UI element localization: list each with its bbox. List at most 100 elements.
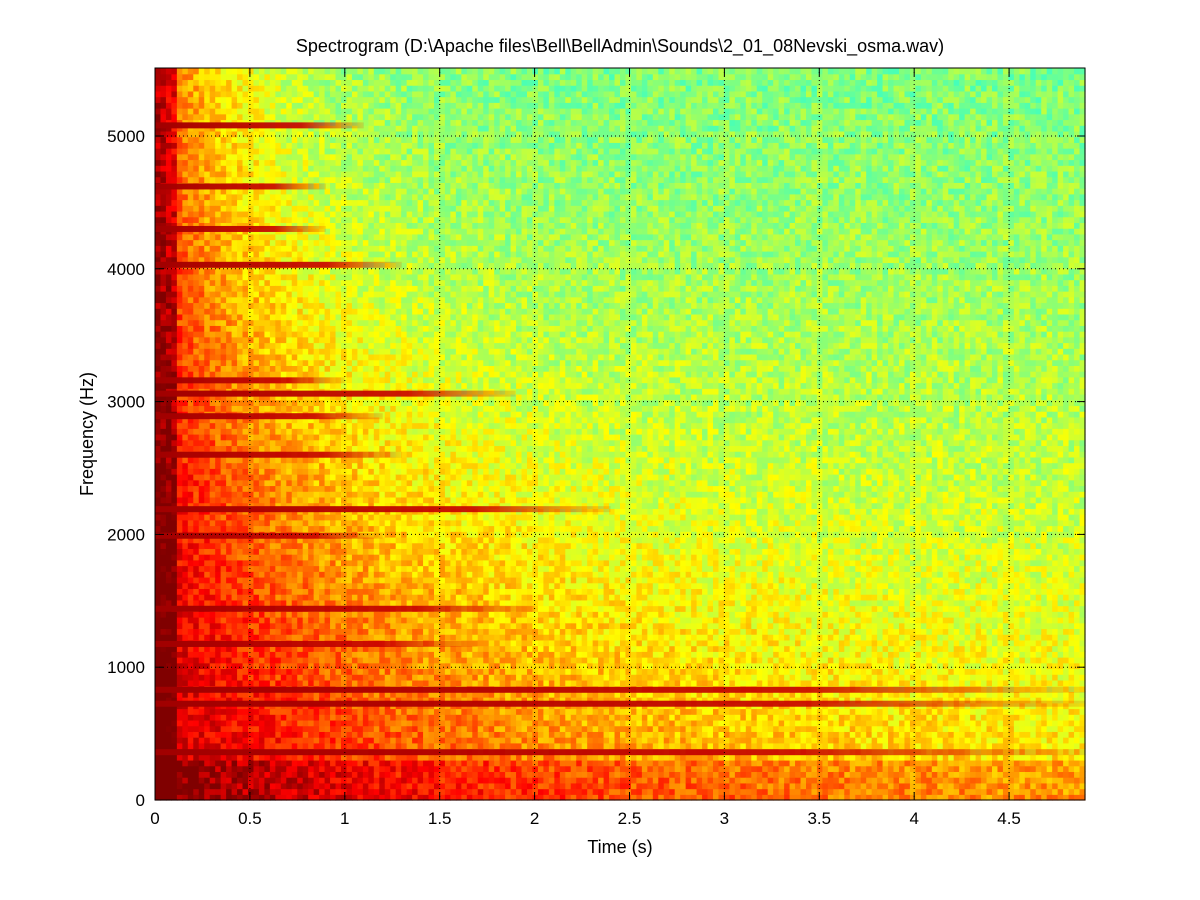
spectrogram-cell — [335, 233, 342, 241]
spectrogram-cell — [237, 485, 244, 492]
spectrogram-cell — [362, 519, 369, 527]
spectrogram-cell — [176, 302, 183, 309]
spectrogram-cell — [209, 371, 216, 378]
spectrogram-cell — [160, 662, 167, 670]
spectrogram-cell — [324, 474, 331, 481]
spectrogram-cell — [231, 554, 238, 561]
spectrogram-cell — [351, 113, 359, 121]
spectrogram-cell — [248, 571, 255, 578]
spectrogram-cell — [264, 668, 271, 675]
spectrogram-cell — [313, 382, 320, 389]
spectrogram-cell — [357, 542, 364, 549]
spectrogram-cell — [357, 142, 364, 149]
spectrogram-cell — [297, 719, 304, 727]
spectrogram-cell — [242, 416, 249, 424]
spectrogram-cell — [319, 719, 326, 727]
spectrogram-cell — [209, 285, 216, 292]
spectrogram-cell — [264, 205, 271, 212]
spectrogram-cell — [155, 256, 162, 264]
spectrogram-cell — [275, 794, 282, 801]
spectrogram-cell — [302, 85, 309, 92]
spectrogram-cell — [351, 714, 359, 721]
spectrogram-cell — [248, 159, 255, 166]
spectrogram-cell — [220, 576, 227, 584]
spectrogram-cell — [182, 554, 189, 561]
spectrogram-cell — [275, 479, 282, 487]
spectrogram-cell — [308, 90, 315, 98]
spectrogram-cell — [313, 428, 320, 435]
spectrogram-cell — [176, 159, 183, 166]
spectrogram-cell — [275, 371, 282, 378]
spectrogram-cell — [231, 731, 238, 738]
spectrogram-cell — [275, 68, 282, 75]
spectrogram-cell — [182, 273, 189, 281]
spectrogram-cell — [171, 130, 178, 138]
spectrogram-cell — [258, 331, 266, 338]
spectrogram-cell — [269, 754, 276, 761]
spectrogram-cell — [291, 548, 298, 555]
spectrogram-cell — [324, 668, 331, 675]
spectrogram-cell — [231, 542, 238, 549]
spectrogram-cell — [193, 679, 200, 687]
spectrogram-cell — [280, 302, 287, 309]
spectrogram-cell — [362, 348, 369, 355]
spectrogram-cell — [308, 714, 315, 721]
spectrogram-cell — [220, 393, 227, 401]
spectrogram-cell — [275, 245, 282, 252]
spectrogram-cell — [346, 73, 353, 81]
spectrogram-cell — [330, 136, 337, 143]
spectrogram-cell — [341, 634, 348, 641]
spectrogram-cell — [308, 645, 315, 652]
spectrogram-cell — [275, 159, 282, 166]
spectrogram-cell — [313, 205, 320, 212]
spectrogram-cell — [248, 582, 255, 590]
spectrogram-cell — [198, 559, 205, 567]
spectrogram-cell — [160, 599, 167, 607]
spectrogram-cell — [280, 108, 287, 115]
spectrogram-cell — [362, 582, 369, 590]
spectrogram-cell — [226, 565, 233, 572]
spectrogram-cell — [264, 79, 271, 86]
spectrogram-cell — [193, 422, 200, 429]
spectrogram-cell — [209, 130, 216, 138]
spectrogram-cell — [215, 148, 222, 155]
spectrogram-cell — [258, 416, 266, 424]
spectrogram-cell — [176, 348, 183, 355]
spectrogram-cell — [237, 148, 244, 155]
spectrogram-cell — [351, 777, 359, 784]
spectrogram-cell — [269, 548, 276, 555]
spectrogram-cell — [319, 725, 326, 732]
spectrogram-cell — [182, 771, 189, 778]
spectrogram-cell — [351, 725, 359, 732]
spectrogram-cell — [264, 313, 271, 321]
spectrogram-cell — [362, 205, 369, 212]
spectrogram-cell — [324, 771, 331, 778]
spectrogram-cell — [346, 737, 353, 744]
spectrogram-cell — [291, 737, 298, 744]
spectrogram-cell — [341, 399, 348, 407]
spectrogram-cell — [291, 102, 298, 109]
spectrogram-cell — [215, 210, 222, 218]
spectrogram-cell — [275, 296, 282, 304]
spectrogram-cell — [324, 348, 331, 355]
spectrogram-cell — [155, 491, 162, 498]
spectrogram-cell — [209, 165, 216, 172]
spectrogram-cell — [204, 102, 211, 109]
spectrogram-cell — [286, 85, 293, 92]
spectrogram-cell — [198, 777, 205, 784]
spectrogram-cell — [215, 645, 222, 652]
spectrogram-cell — [324, 291, 331, 298]
spectrogram-cell — [204, 393, 211, 401]
spectrogram-cell — [357, 571, 364, 578]
spectrogram-cell — [357, 536, 364, 544]
spectrogram-cell — [319, 130, 326, 138]
spectrogram-cell — [209, 674, 216, 681]
spectrogram-cell — [297, 130, 304, 138]
spectrogram-cell — [280, 714, 287, 721]
spectrogram-cell — [231, 742, 238, 750]
spectrogram-cell — [286, 285, 293, 292]
spectrogram-cell — [226, 291, 233, 298]
spectrogram-cell — [253, 725, 260, 732]
spectrogram-cell — [237, 176, 244, 183]
spectrogram-cell — [286, 754, 293, 761]
